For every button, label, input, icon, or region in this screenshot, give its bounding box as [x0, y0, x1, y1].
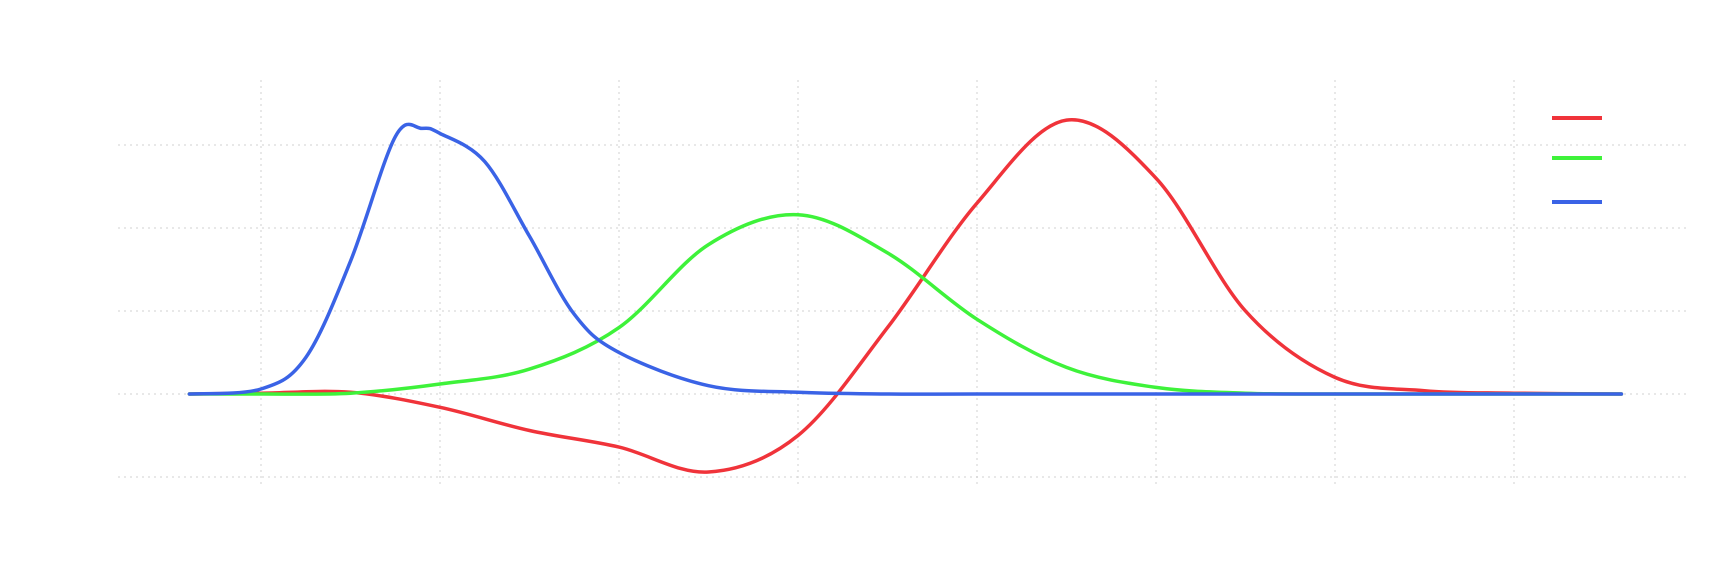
series-line-2	[187, 122, 1624, 396]
series-line-0	[187, 118, 1624, 474]
series-lines	[187, 118, 1624, 474]
legend	[1552, 116, 1602, 204]
grid	[118, 80, 1688, 484]
